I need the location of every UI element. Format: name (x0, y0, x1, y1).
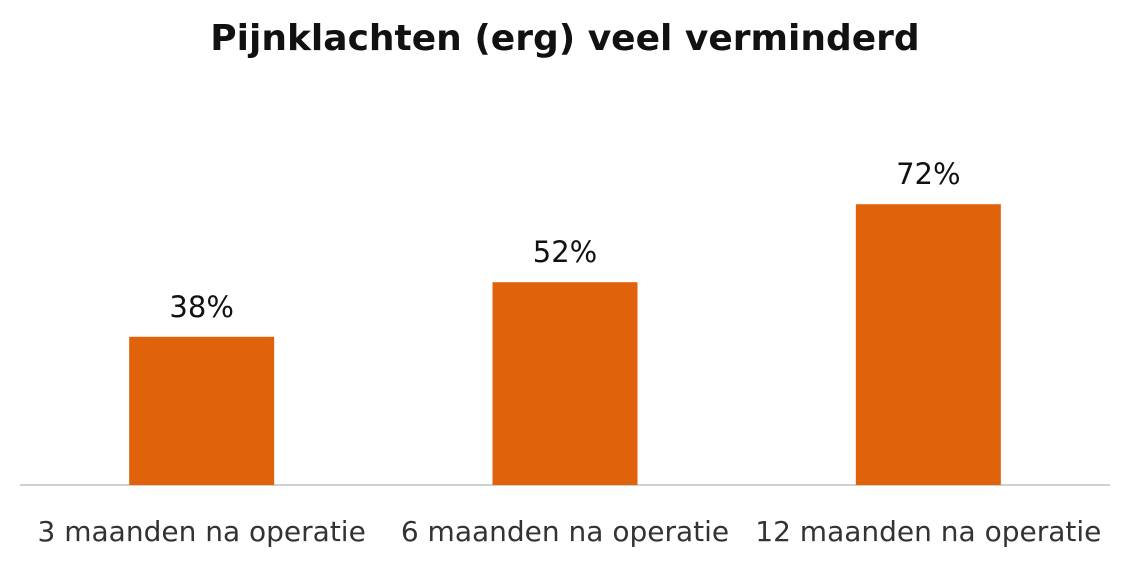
chart-title: Pijnklachten (erg) veel verminderd (210, 18, 920, 59)
value-label-2: 52% (533, 235, 597, 269)
bar-2 (492, 282, 638, 485)
value-label-3: 72% (896, 157, 960, 191)
category-label-1: 3 maanden na operatie (38, 515, 366, 548)
bars-layer (129, 204, 1001, 485)
bar-1 (129, 336, 275, 485)
category-label-2: 6 maanden na operatie (401, 515, 729, 548)
value-labels-layer: 38% 52% 72% (169, 157, 960, 324)
category-label-3: 12 maanden na operatie (755, 515, 1101, 548)
category-labels-layer: 3 maanden na operatie 6 maanden na operat… (38, 515, 1102, 548)
bar-3 (855, 204, 1001, 485)
value-label-1: 38% (169, 290, 233, 324)
